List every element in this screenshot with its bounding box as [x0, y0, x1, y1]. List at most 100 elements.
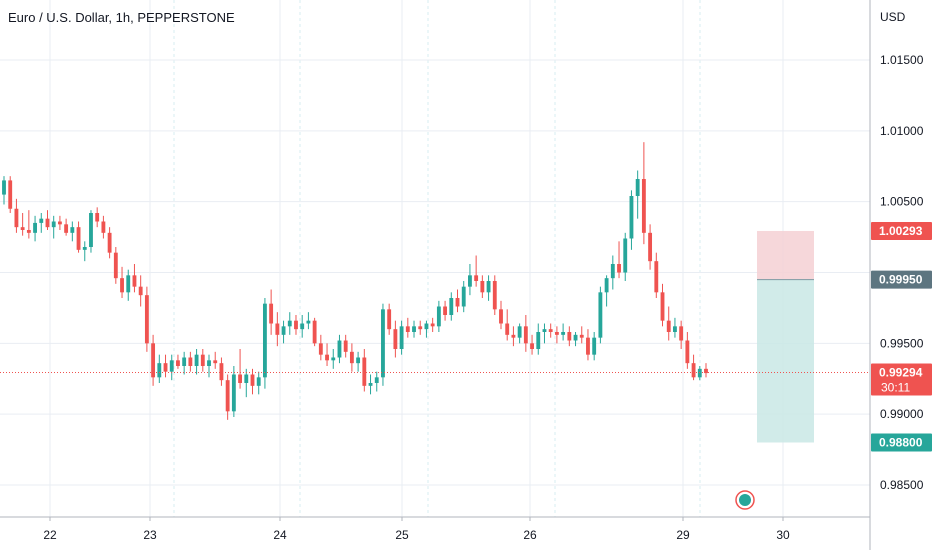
candle-body: [474, 275, 479, 281]
candle-body: [554, 332, 559, 335]
entry-price-label-bg: [871, 270, 932, 289]
candle-body: [561, 332, 566, 335]
grid: [0, 0, 870, 517]
candle-body: [95, 213, 100, 222]
candles: [2, 142, 708, 420]
y-tick-label: 0.98500: [880, 478, 924, 492]
chart-title: Euro / U.S. Dollar, 1h, PEPPERSTONE: [8, 10, 235, 25]
candle-body: [654, 261, 659, 293]
candle-body: [107, 232, 112, 253]
x-tick-label: 23: [143, 528, 157, 542]
candle-body: [623, 238, 628, 273]
candle-body: [300, 323, 305, 330]
candle-body: [20, 227, 25, 230]
candle-body: [573, 334, 578, 341]
candle-body: [269, 303, 274, 324]
candle-body: [138, 286, 143, 296]
candle-body: [660, 292, 665, 321]
candle-body: [312, 320, 317, 344]
candle-body: [635, 179, 640, 196]
candle-body: [436, 306, 441, 327]
candle-body: [523, 326, 528, 344]
x-tick-label: 25: [395, 528, 409, 542]
candle-body: [356, 357, 361, 364]
event-marker-icon: [739, 494, 751, 506]
candle-body: [455, 298, 460, 307]
candle-body: [176, 360, 180, 366]
candle-body: [281, 326, 286, 335]
candle-body: [262, 303, 267, 378]
candle-body: [325, 354, 329, 361]
candle-body: [151, 343, 156, 378]
stop-price-label-bg: [871, 221, 932, 240]
candle-body: [188, 357, 193, 366]
candle-body: [362, 357, 367, 386]
candle-body: [666, 320, 671, 332]
candle-body: [8, 180, 13, 209]
candle-body: [505, 323, 510, 335]
x-tick-label: 26: [523, 528, 537, 542]
candle-body: [113, 252, 118, 279]
candle-body: [610, 264, 615, 279]
candle-body: [691, 363, 696, 378]
candle-body: [331, 357, 336, 361]
candle-body: [499, 309, 503, 324]
candle-body: [405, 326, 410, 332]
candle-body: [517, 326, 522, 338]
candle-body: [679, 326, 684, 341]
candle-body: [318, 343, 323, 355]
currency-label: USD: [880, 10, 906, 24]
candle-body: [231, 374, 236, 412]
candle-body: [604, 278, 609, 293]
y-tick-label: 0.99500: [880, 336, 924, 350]
candle-body: [343, 340, 348, 352]
candle-body: [381, 309, 385, 378]
candle-body: [648, 232, 653, 262]
candle-body: [629, 196, 634, 239]
candle-body: [294, 320, 298, 330]
candle-body: [207, 360, 211, 366]
candle-body: [120, 278, 124, 293]
candle-body: [430, 323, 435, 327]
candle-body: [244, 374, 249, 383]
candle-body: [200, 354, 205, 366]
candle-body: [287, 320, 292, 327]
candle-body: [592, 337, 597, 355]
candle-body: [157, 363, 162, 378]
candle-body: [542, 329, 547, 332]
long-position-tool[interactable]: [757, 230, 814, 443]
take-profit-zone: [757, 279, 814, 443]
candle-body: [64, 224, 69, 233]
candle-body: [387, 309, 392, 330]
candle-body: [101, 221, 106, 233]
candle-body: [511, 334, 516, 338]
target-price-label: 0.98800: [879, 436, 923, 450]
candle-body: [598, 292, 603, 338]
candle-body: [486, 281, 491, 293]
candle-body: [704, 368, 708, 374]
candle-body: [194, 354, 199, 366]
x-tick-label: 30: [776, 528, 790, 542]
candle-body: [225, 380, 230, 412]
current-price-label: 0.99294: [879, 366, 923, 380]
candle-body: [337, 340, 342, 358]
candle-body: [586, 337, 590, 355]
candle-body: [82, 247, 87, 250]
candle-body: [399, 326, 404, 349]
candle-body: [492, 281, 497, 310]
candle-body: [567, 332, 572, 341]
candle-body: [468, 275, 472, 287]
candle-body: [26, 230, 31, 233]
candle-body: [548, 329, 553, 332]
entry-price-label: 0.99950: [879, 273, 923, 287]
candle-body: [418, 326, 423, 330]
candle-body: [443, 306, 448, 315]
candle-body: [393, 329, 398, 349]
candle-body: [256, 377, 261, 386]
candle-body: [250, 374, 255, 386]
candle-body: [449, 298, 454, 315]
y-tick-label: 0.99000: [880, 407, 924, 421]
candle-body: [368, 383, 373, 386]
